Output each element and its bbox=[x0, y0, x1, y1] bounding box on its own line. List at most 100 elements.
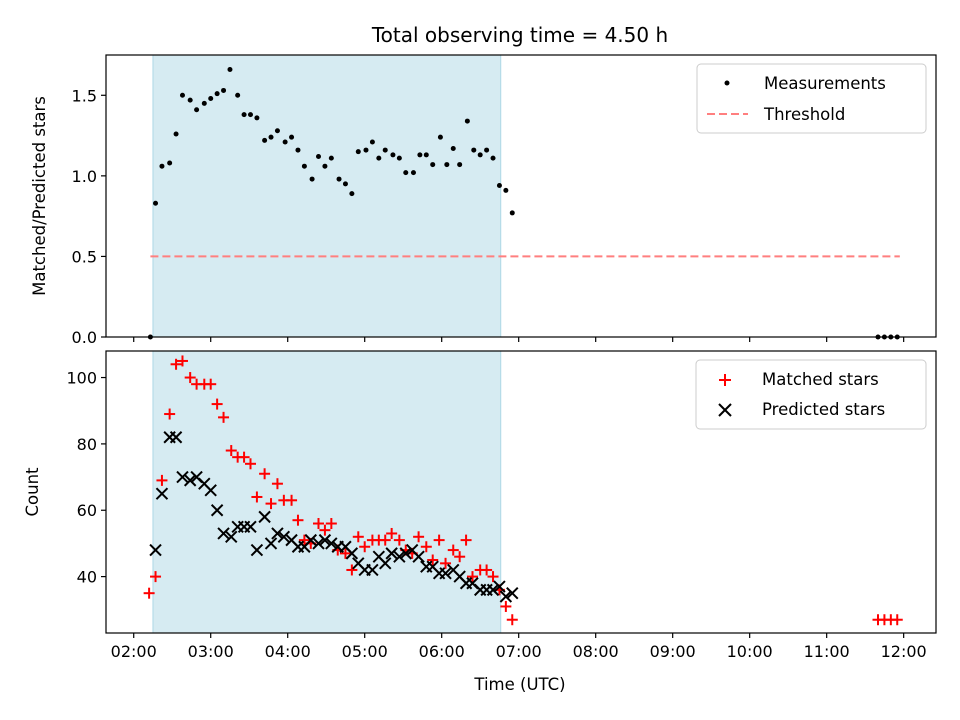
measurement-point bbox=[450, 145, 456, 151]
legend-predicted-label: Predicted stars bbox=[762, 400, 885, 419]
measurement-point bbox=[349, 191, 355, 197]
predicted-star-point bbox=[325, 537, 338, 550]
x-stroke-b bbox=[486, 583, 500, 597]
measurement-point bbox=[471, 147, 477, 153]
predicted-star-point bbox=[244, 520, 257, 534]
measurement-point bbox=[396, 155, 402, 161]
matched-star-point bbox=[352, 531, 364, 543]
measurement-point bbox=[484, 147, 490, 153]
top-legend-box bbox=[696, 63, 927, 134]
x-stroke-b bbox=[379, 557, 392, 570]
matched-star-point bbox=[225, 445, 237, 457]
measurement-point bbox=[410, 170, 416, 176]
predicted-star-point bbox=[345, 547, 359, 560]
x-stroke-b bbox=[271, 527, 284, 540]
measurement-point bbox=[214, 91, 220, 97]
predicted-star-point bbox=[318, 533, 332, 547]
matched-star-point bbox=[313, 518, 325, 530]
predicted-star-point bbox=[217, 527, 230, 540]
measurement-point bbox=[417, 152, 423, 158]
predicted-star-point bbox=[155, 487, 169, 500]
measurement-point bbox=[309, 176, 315, 182]
matched-star-point bbox=[440, 557, 452, 569]
measurement-point bbox=[159, 163, 165, 169]
matched-star-point bbox=[433, 534, 445, 546]
matched-star-point bbox=[271, 478, 283, 490]
shaded-window-rect bbox=[152, 54, 502, 338]
x-tick-label: 06:00 bbox=[419, 642, 465, 661]
x-stroke-b bbox=[312, 537, 325, 550]
matched-star-point bbox=[346, 564, 358, 576]
x-stroke-b bbox=[198, 477, 211, 490]
bottom-x-ticks: 02:00 03:00 04:00 05:00 06:00 07:00 08:00 09:00… bbox=[111, 633, 927, 661]
measurement-point bbox=[262, 137, 268, 143]
x-stroke-b bbox=[366, 563, 379, 577]
matched-star-point bbox=[238, 451, 250, 463]
measurement-point bbox=[423, 152, 429, 158]
predicted-star-point bbox=[258, 510, 271, 524]
measurement-point bbox=[403, 170, 409, 176]
x-stroke-b bbox=[258, 510, 271, 524]
predicted-star-point bbox=[379, 557, 392, 570]
x-stroke-b bbox=[304, 533, 318, 547]
bottom-y-axis-label: Count bbox=[23, 467, 42, 517]
measurement-point bbox=[254, 115, 260, 121]
x-tick-label: 09:00 bbox=[650, 642, 696, 661]
bottom-legend-box bbox=[695, 359, 927, 430]
measurement-point bbox=[167, 160, 173, 166]
measurement-point bbox=[490, 155, 496, 161]
x-stroke-b bbox=[493, 580, 506, 593]
x-stroke-b bbox=[190, 470, 203, 484]
matched-star-point bbox=[184, 372, 196, 384]
y-tick-label: 40 bbox=[77, 568, 97, 587]
x-stroke-b bbox=[393, 550, 406, 563]
matched-star-point bbox=[244, 458, 256, 470]
x-stroke-b bbox=[439, 567, 452, 580]
predicted-star-point bbox=[169, 431, 183, 444]
x-stroke-b bbox=[149, 543, 162, 557]
matched-star-point bbox=[386, 527, 398, 539]
measurement-point bbox=[390, 152, 396, 158]
matched-star-point bbox=[211, 398, 223, 410]
x-stroke-b bbox=[244, 520, 257, 534]
predicted-star-point bbox=[493, 580, 506, 593]
predicted-star-point bbox=[385, 547, 398, 560]
chart-title: Total observing time = 4.50 h bbox=[371, 23, 668, 47]
measurement-point bbox=[376, 155, 382, 161]
predicted-star-point bbox=[393, 550, 406, 563]
measurement-point bbox=[289, 134, 295, 140]
observing-window-shade-bottom bbox=[152, 350, 502, 634]
measurement-point bbox=[509, 210, 515, 216]
measurement-point bbox=[227, 67, 233, 73]
matched-star-point bbox=[891, 614, 903, 626]
measurement-point bbox=[503, 187, 509, 193]
legend-matched-label: Matched stars bbox=[762, 370, 879, 389]
top-legend: Measurements Threshold bbox=[696, 63, 927, 134]
matched-star-point bbox=[265, 498, 277, 510]
measurement-point bbox=[477, 152, 483, 158]
measurement-point bbox=[153, 200, 159, 206]
x-axis-label: Time (UTC) bbox=[473, 675, 565, 694]
measurement-point bbox=[295, 147, 301, 153]
legend-measurements-label: Measurements bbox=[764, 74, 886, 93]
x-stroke-b bbox=[285, 533, 298, 547]
matched-star-point bbox=[164, 408, 176, 420]
x-tick-label: 12:00 bbox=[881, 642, 927, 661]
x-stroke-b bbox=[499, 590, 513, 603]
predicted-star-point bbox=[499, 590, 513, 603]
measurement-point bbox=[208, 96, 214, 102]
matched-star-point bbox=[176, 355, 188, 367]
x-tick-label: 10:00 bbox=[727, 642, 773, 661]
x-tick-label: 08:00 bbox=[573, 642, 619, 661]
x-stroke-b bbox=[210, 504, 224, 517]
predicted-stars-points bbox=[149, 431, 519, 603]
matched-star-point bbox=[359, 541, 371, 553]
predicted-star-point bbox=[210, 504, 224, 517]
matched-star-point bbox=[325, 518, 337, 530]
measurement-point bbox=[194, 107, 200, 113]
x-stroke-b bbox=[385, 547, 398, 560]
predicted-star-point bbox=[277, 530, 291, 543]
measurement-point bbox=[328, 155, 334, 161]
predicted-star-point bbox=[312, 537, 325, 550]
ratio-panel: Total observing time = 4.50 h 0.0 0.5 1.0 1… bbox=[30, 23, 937, 347]
